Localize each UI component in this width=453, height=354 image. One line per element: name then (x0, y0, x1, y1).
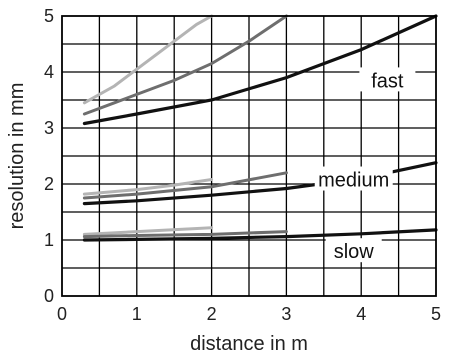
y-tick-label: 5 (44, 6, 54, 26)
x-axis-title: distance in m (190, 333, 308, 354)
curve-slow-1 (82, 226, 214, 236)
y-axis-title: resolution in mm (6, 83, 28, 230)
x-tick-label: 1 (132, 304, 142, 324)
x-tick-label: 4 (356, 304, 366, 324)
tick-labels: 0 1 2 3 4 5 0 1 2 3 4 5 (44, 6, 441, 324)
y-tick-label: 4 (44, 62, 54, 82)
curve-fast-2 (82, 14, 288, 116)
annotation-slow: slow (334, 241, 375, 263)
grid (62, 16, 436, 296)
curve-medium-2 (82, 171, 288, 200)
annotation-medium: medium (318, 170, 389, 192)
plot-frame (61, 15, 437, 297)
y-tick-label: 0 (44, 286, 54, 306)
curve-medium-1 (82, 178, 214, 196)
curve-fast-1 (82, 14, 214, 105)
data-curves (82, 14, 438, 242)
curve-fast-3 (82, 14, 438, 126)
x-tick-label: 5 (431, 304, 441, 324)
y-tick-label: 1 (44, 230, 54, 250)
x-tick-label: 0 (57, 304, 67, 324)
y-tick-label: 2 (44, 174, 54, 194)
x-tick-label: 3 (281, 304, 291, 324)
curve-annotations: fast medium slow (314, 67, 416, 263)
curve-slow-2 (82, 230, 288, 239)
y-tick-label: 3 (44, 118, 54, 138)
annotation-fast: fast (371, 70, 404, 92)
annotation-background (359, 67, 416, 92)
curve-slow-3 (82, 228, 438, 242)
x-tick-label: 2 (207, 304, 217, 324)
annotation-background (325, 238, 382, 263)
annotation-background (314, 166, 393, 191)
